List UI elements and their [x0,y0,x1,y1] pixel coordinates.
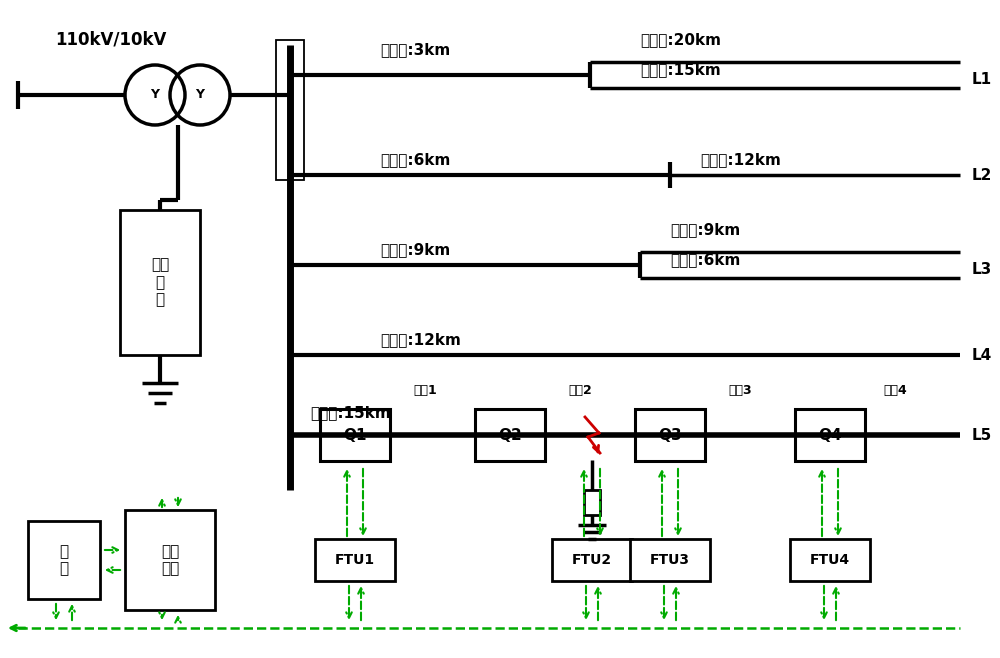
Bar [475,409,545,461]
Text: 区段3: 区段3 [728,384,752,397]
Text: 电缆线:3km: 电缆线:3km [380,42,450,57]
Text: 电缆线:6km: 电缆线:6km [380,152,450,167]
Text: L5: L5 [972,428,992,442]
Text: 区段2: 区段2 [568,384,592,397]
Bar [795,409,865,461]
Text: 电缆线:12km: 电缆线:12km [380,332,461,347]
Text: 电缆线:15km: 电缆线:15km [310,405,391,420]
Bar [320,409,390,461]
Bar [125,510,215,610]
Text: Q1: Q1 [343,428,367,442]
Text: 架空线:9km: 架空线:9km [670,222,740,237]
Bar [630,539,710,581]
Text: Y: Y [196,88,205,101]
Text: L4: L4 [972,347,992,363]
Text: 架空线:12km: 架空线:12km [700,152,781,167]
Text: Y: Y [150,88,160,101]
Text: Q3: Q3 [658,428,682,442]
Text: 架空线:20km: 架空线:20km [640,32,721,47]
Text: FTU3: FTU3 [650,553,690,567]
Text: 消弧
线
圈: 消弧 线 圈 [151,257,169,307]
Bar [790,539,870,581]
Text: Q2: Q2 [498,428,522,442]
Text: L1: L1 [972,72,992,88]
Text: Q4: Q4 [818,428,842,442]
Bar [635,409,705,461]
Bar [120,210,200,355]
Text: 区段4: 区段4 [883,384,907,397]
Text: 架空线:15km: 架空线:15km [640,62,721,77]
Text: 主
站: 主 站 [59,544,69,576]
Bar [584,490,600,515]
Bar [315,539,395,581]
Text: L2: L2 [972,168,992,182]
Bar [552,539,632,581]
Text: FTU2: FTU2 [572,553,612,567]
Text: 电缆线:9km: 电缆线:9km [380,242,450,257]
Text: 110kV/10kV: 110kV/10kV [55,30,166,48]
Bar [28,521,100,599]
Text: 架空线:6km: 架空线:6km [670,252,740,267]
Text: L3: L3 [972,263,992,278]
Text: FTU1: FTU1 [335,553,375,567]
Text: 选线
装置: 选线 装置 [161,544,179,576]
Bar [276,40,304,180]
Text: 区段1: 区段1 [413,384,437,397]
Text: FTU4: FTU4 [810,553,850,567]
